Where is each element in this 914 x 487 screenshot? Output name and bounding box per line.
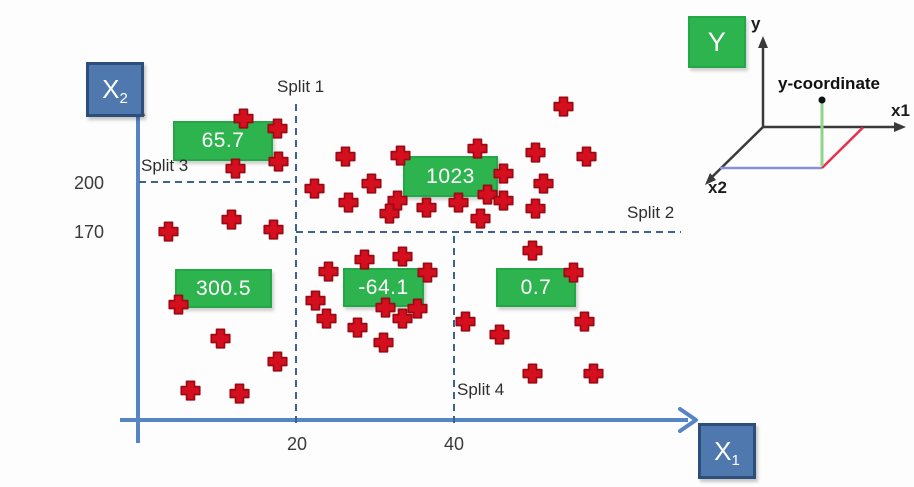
region-value-box-1: 65.7 xyxy=(173,121,273,161)
inset-red-edge xyxy=(821,126,864,169)
inset-x2-axis-text: x2 xyxy=(708,178,727,197)
data-point-cross xyxy=(552,95,574,117)
data-point-cross xyxy=(417,261,438,283)
data-point-cross xyxy=(233,107,254,129)
inset-point-dot xyxy=(818,96,826,104)
data-point-cross xyxy=(574,310,595,332)
region-value: 300.5 xyxy=(195,276,252,300)
inset-x1-axis-text: x1 xyxy=(891,101,910,120)
inset-y-axis-text: y xyxy=(751,14,761,33)
split-3-label: Split 3 xyxy=(141,156,189,175)
split-1-label: Split 1 xyxy=(277,77,325,96)
data-point-cross xyxy=(168,293,189,315)
region-value: 65.7 xyxy=(201,129,245,152)
data-point-cross xyxy=(360,172,382,194)
3d-coordinate-inset xyxy=(705,36,906,185)
y-tick-200: 200 xyxy=(73,173,104,193)
x2-axis-label: X xyxy=(102,74,120,104)
data-point-cross xyxy=(315,307,337,329)
data-point-cross xyxy=(416,196,437,218)
data-point-cross xyxy=(221,208,242,230)
y-coordinate-annotation: y-coordinate xyxy=(778,74,881,93)
data-point-cross xyxy=(489,323,510,345)
data-point-cross xyxy=(305,289,326,311)
data-point-cross xyxy=(229,382,250,404)
inset-y-arrowhead-icon xyxy=(758,36,768,48)
data-point-cross xyxy=(390,144,411,166)
data-point-cross xyxy=(347,316,368,338)
data-point-cross xyxy=(267,117,288,139)
x-tick-20: 20 xyxy=(286,434,308,454)
data-point-cross xyxy=(525,197,546,219)
data-point-cross xyxy=(263,218,284,240)
x-tick-40: 40 xyxy=(443,434,465,454)
x1-axis-label: X xyxy=(714,435,732,466)
data-point-cross xyxy=(576,145,597,167)
data-point-cross xyxy=(304,177,325,199)
region-value: 0.7 xyxy=(520,275,552,299)
data-point-cross xyxy=(467,137,488,159)
region-value: -64.1 xyxy=(358,275,409,299)
region-value: 1023 xyxy=(426,164,475,188)
data-point-cross xyxy=(493,162,514,184)
data-point-cross xyxy=(582,362,604,384)
data-point-cross xyxy=(338,191,359,213)
data-point-cross xyxy=(387,189,408,211)
inset-x2-axis-line xyxy=(710,126,764,179)
region-value-box-5: 0.7 xyxy=(496,268,576,307)
inset-x1-arrowhead-icon xyxy=(894,122,906,132)
data-point-cross xyxy=(493,189,514,211)
data-point-cross xyxy=(448,191,469,213)
region-value-box-3: 300.5 xyxy=(175,269,272,308)
data-point-cross xyxy=(407,297,428,319)
data-point-cross xyxy=(533,172,554,194)
data-point-cross xyxy=(335,145,356,167)
x1-axis-arrowhead-icon xyxy=(678,407,698,433)
split-lines-group xyxy=(139,104,681,424)
inset-x2-arrowhead-icon xyxy=(705,173,716,185)
inset-y-box-label: Y xyxy=(707,26,727,57)
data-point-cross xyxy=(379,202,400,224)
y-tick-170: 170 xyxy=(73,222,104,242)
data-point-cross xyxy=(563,261,584,283)
data-point-cross xyxy=(180,379,201,401)
data-point-cross xyxy=(267,350,288,372)
region-value-box-2: 1023 xyxy=(403,156,498,197)
data-point-cross xyxy=(354,248,375,270)
split-2-label: Split 2 xyxy=(627,203,675,222)
x1-axis-label-subscript: 1 xyxy=(731,452,740,469)
inset-y-label-box: Y xyxy=(688,16,746,68)
data-point-cross xyxy=(225,157,246,179)
data-point-cross xyxy=(522,239,543,261)
data-point-cross xyxy=(392,245,413,267)
x2-axis-label-subscript: 2 xyxy=(119,90,128,107)
data-point-cross xyxy=(268,150,289,172)
split-4-label: Split 4 xyxy=(457,380,505,399)
data-point-cross xyxy=(373,331,394,353)
data-point-cross xyxy=(158,220,179,242)
data-point-cross xyxy=(477,183,498,205)
data-point-cross xyxy=(470,207,491,229)
data-point-cross xyxy=(318,260,339,282)
data-point-cross xyxy=(210,327,231,349)
data-point-cross xyxy=(525,141,546,163)
data-point-cross xyxy=(375,296,396,318)
data-point-cross xyxy=(522,362,543,384)
data-point-cross xyxy=(454,310,476,332)
data-point-cross xyxy=(392,307,413,329)
